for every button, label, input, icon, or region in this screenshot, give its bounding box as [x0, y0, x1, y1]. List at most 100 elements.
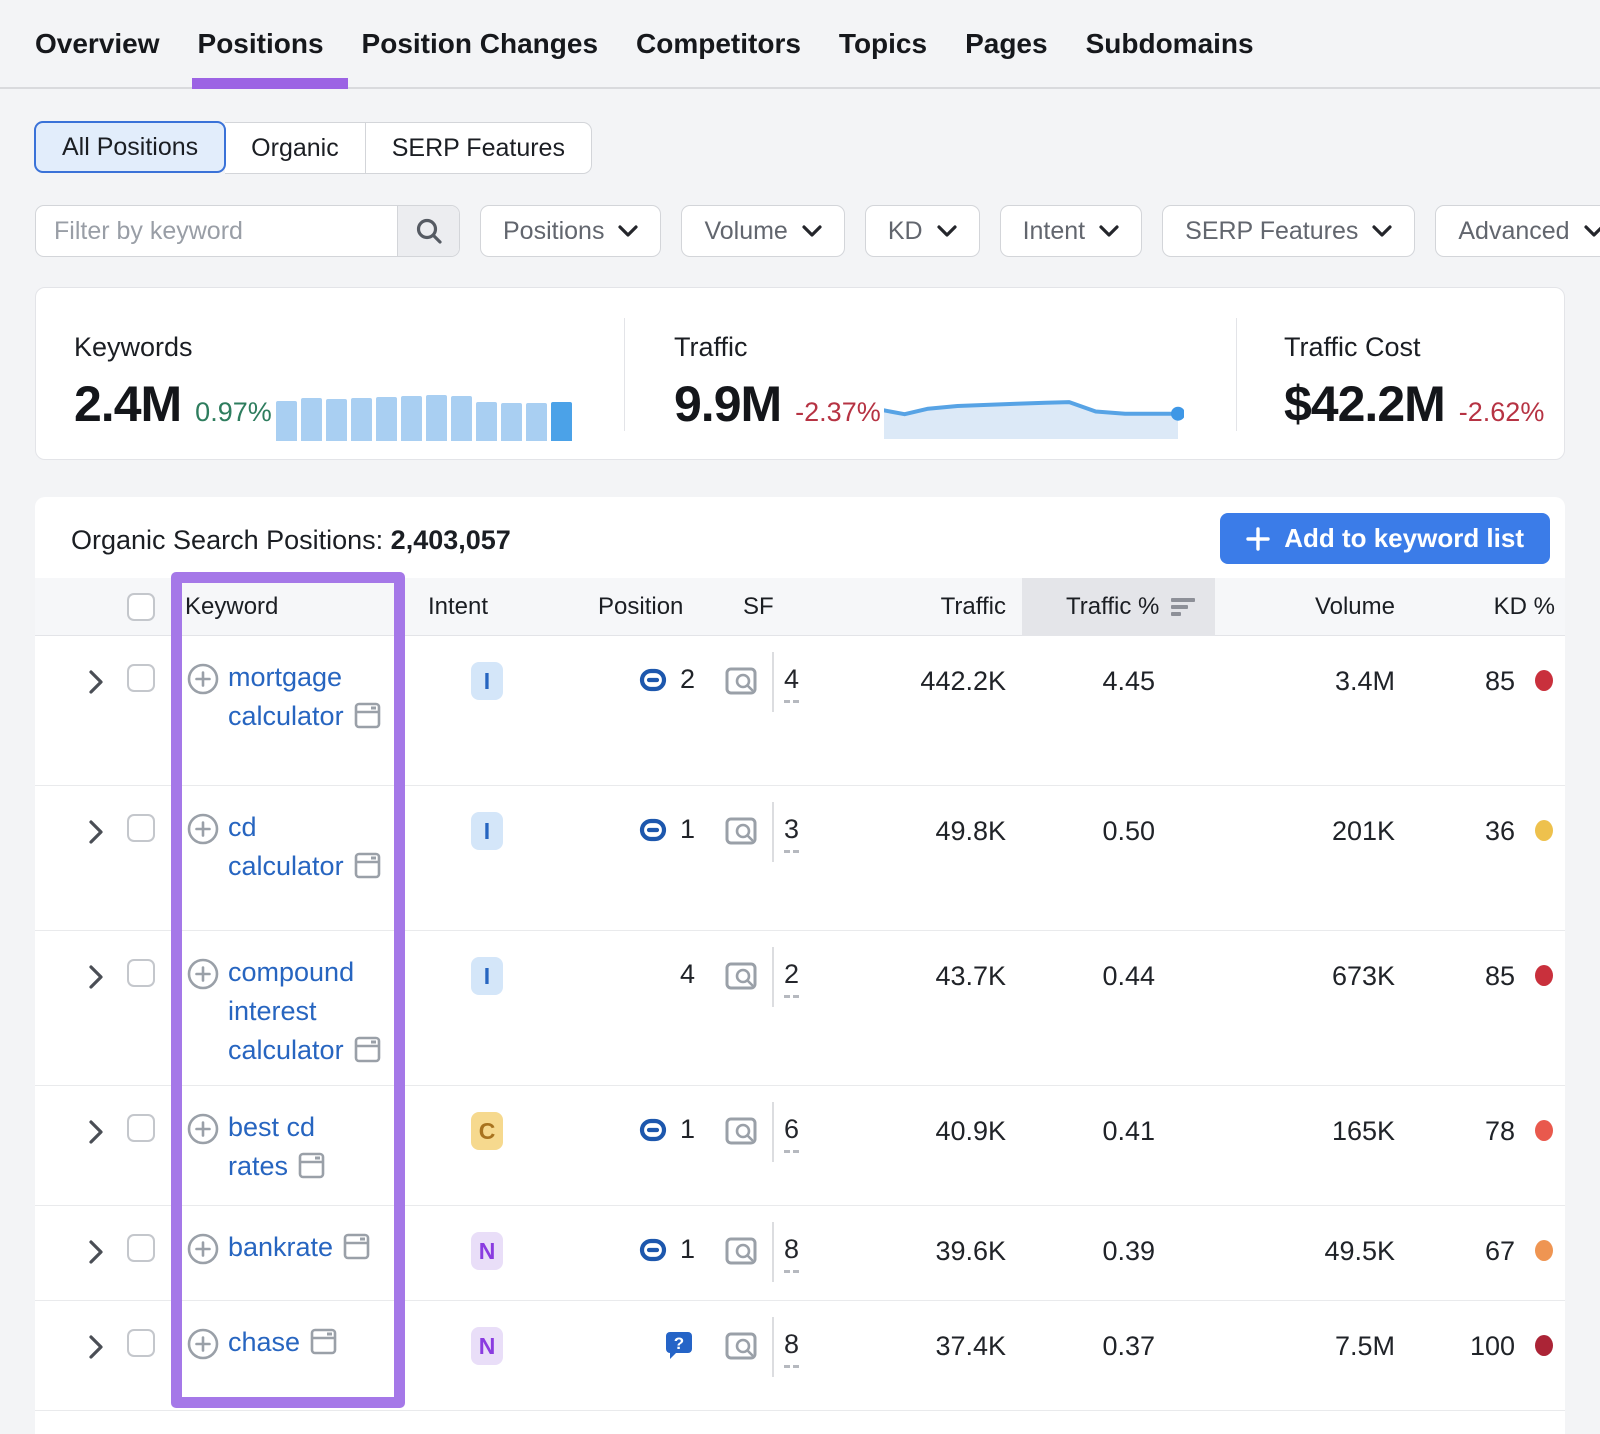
expand-row-icon[interactable]	[88, 1238, 104, 1266]
keyword-link[interactable]: bankrate	[228, 1232, 371, 1262]
serp-page-icon[interactable]	[353, 701, 382, 730]
tab-pages[interactable]: Pages	[965, 0, 1048, 87]
traffic-pct-value: 0.41	[1102, 1116, 1155, 1147]
keyword-link[interactable]: chase	[228, 1327, 338, 1357]
add-keyword-plus-icon[interactable]	[186, 662, 220, 696]
tab-positions[interactable]: Positions	[198, 0, 324, 87]
serp-snapshot-icon[interactable]	[722, 1232, 760, 1270]
serp-page-icon[interactable]	[353, 1035, 382, 1064]
tab-subdomains[interactable]: Subdomains	[1086, 0, 1254, 87]
select-all-checkbox[interactable]	[127, 593, 155, 621]
sf-count[interactable]: 4	[784, 664, 799, 703]
row-checkbox[interactable]	[127, 1114, 155, 1142]
serp-page-icon[interactable]	[353, 851, 382, 880]
table-row: mortgage calculator I ? 2 4 442.2K 4.45 …	[35, 636, 1565, 786]
kd-difficulty-dot	[1535, 1120, 1553, 1141]
position-cell: ? 4	[680, 959, 695, 990]
column-header-volume[interactable]: Volume	[1315, 593, 1395, 621]
keyword-link[interactable]: best cd rates	[228, 1112, 326, 1181]
serp-snapshot-icon[interactable]	[722, 957, 760, 995]
serp-page-icon[interactable]	[309, 1327, 338, 1356]
filter-dropdown-advanced[interactable]: Advanced	[1435, 205, 1600, 257]
row-checkbox[interactable]	[127, 814, 155, 842]
keyword-link[interactable]: mortgage calculator	[228, 662, 382, 731]
serp-snapshot-icon[interactable]	[722, 1112, 760, 1150]
question-bubble-icon[interactable]: ?	[663, 1329, 695, 1361]
divider	[772, 1222, 774, 1282]
segment-serp-features[interactable]: SERP Features	[366, 122, 592, 174]
sf-count[interactable]: 2	[784, 959, 799, 998]
add-keyword-plus-icon[interactable]	[186, 1232, 220, 1266]
add-button-label: Add to keyword list	[1284, 523, 1524, 554]
tab-overview[interactable]: Overview	[35, 0, 160, 87]
intent-badge: I	[471, 662, 503, 700]
keywords-change: 0.97%	[195, 397, 272, 428]
expand-row-icon[interactable]	[88, 818, 104, 846]
expand-row-icon[interactable]	[88, 668, 104, 696]
expand-row-icon[interactable]	[88, 1333, 104, 1361]
tab-competitors[interactable]: Competitors	[636, 0, 801, 87]
expand-row-icon[interactable]	[88, 963, 104, 991]
column-header-position[interactable]: Position	[598, 593, 683, 621]
kd-value: 85	[1485, 666, 1515, 697]
add-keyword-plus-icon[interactable]	[186, 1112, 220, 1146]
sf-count[interactable]: 8	[784, 1234, 799, 1273]
url-link-icon[interactable]	[638, 1235, 668, 1265]
chevron-down-icon	[1372, 225, 1392, 237]
serp-page-icon[interactable]	[297, 1151, 326, 1180]
keyword-cell: best cd rates	[228, 1108, 378, 1186]
dropdown-label: KD	[888, 217, 923, 246]
add-keyword-plus-icon[interactable]	[186, 812, 220, 846]
expand-row-icon[interactable]	[88, 1118, 104, 1146]
keyword-filter-input[interactable]	[36, 206, 397, 256]
position-value: 1	[680, 1234, 695, 1265]
tab-position-changes[interactable]: Position Changes	[362, 0, 598, 87]
serp-snapshot-icon[interactable]	[722, 1327, 760, 1365]
intent-badge: I	[471, 812, 503, 850]
chevron-down-icon	[1584, 225, 1600, 237]
position-cell: ? 1	[638, 1234, 695, 1265]
url-link-icon[interactable]	[638, 815, 668, 845]
row-checkbox[interactable]	[127, 1329, 155, 1357]
keyword-link[interactable]: compound interest calculator	[228, 957, 382, 1065]
sf-count[interactable]: 3	[784, 814, 799, 853]
serp-page-icon[interactable]	[342, 1232, 371, 1261]
tab-topics[interactable]: Topics	[839, 0, 927, 87]
column-header-traffic[interactable]: Traffic	[941, 593, 1006, 621]
add-keyword-plus-icon[interactable]	[186, 957, 220, 991]
keywords-label: Keywords	[74, 332, 272, 363]
row-checkbox[interactable]	[127, 959, 155, 987]
search-button[interactable]	[397, 206, 459, 256]
positions-table-card: Organic Search Positions: 2,403,057 Add …	[35, 497, 1565, 1434]
table-title-label: Organic Search Positions:	[71, 525, 383, 555]
table-row: cd calculator I ? 1 3 49.8K 0.50 201K 36	[35, 786, 1565, 931]
row-checkbox[interactable]	[127, 1234, 155, 1262]
serp-snapshot-icon[interactable]	[722, 812, 760, 850]
add-keyword-plus-icon[interactable]	[186, 1327, 220, 1361]
position-cell: ? 1	[638, 814, 695, 845]
filter-dropdown-volume[interactable]: Volume	[681, 205, 844, 257]
row-checkbox[interactable]	[127, 664, 155, 692]
segment-all-positions[interactable]: All Positions	[34, 121, 226, 173]
filter-dropdown-positions[interactable]: Positions	[480, 205, 661, 257]
segment-organic[interactable]: Organic	[225, 122, 366, 174]
column-header-keyword[interactable]: Keyword	[185, 593, 278, 621]
column-header-sf[interactable]: SF	[743, 593, 774, 621]
filter-dropdown-intent[interactable]: Intent	[1000, 205, 1143, 257]
keyword-link[interactable]: cd calculator	[228, 812, 382, 881]
filter-dropdown-kd[interactable]: KD	[865, 205, 980, 257]
table-rows: mortgage calculator I ? 2 4 442.2K 4.45 …	[35, 636, 1565, 1411]
chevron-down-icon	[618, 225, 638, 237]
chevron-down-icon	[1099, 225, 1119, 237]
filter-dropdown-serp-features[interactable]: SERP Features	[1162, 205, 1415, 257]
serp-snapshot-icon[interactable]	[722, 662, 760, 700]
sf-count[interactable]: 8	[784, 1329, 799, 1368]
kd-value: 36	[1485, 816, 1515, 847]
column-header-traffic-pct[interactable]: Traffic %	[1022, 578, 1215, 636]
add-to-keyword-list-button[interactable]: Add to keyword list	[1220, 513, 1550, 564]
url-link-icon[interactable]	[638, 665, 668, 695]
column-header-intent[interactable]: Intent	[428, 593, 488, 621]
sf-count[interactable]: 6	[784, 1114, 799, 1153]
column-header-kd[interactable]: KD %	[1494, 593, 1555, 621]
url-link-icon[interactable]	[638, 1115, 668, 1145]
